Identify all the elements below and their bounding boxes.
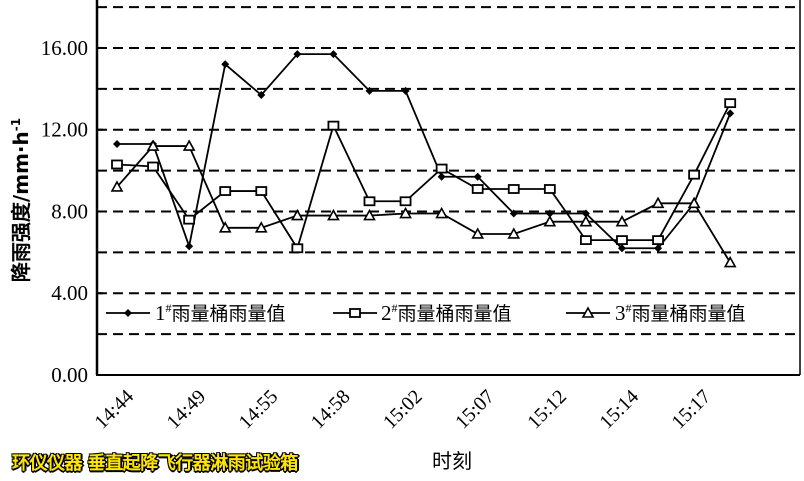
square-marker	[399, 196, 412, 207]
x-tick-label: 15:14	[595, 386, 643, 434]
watermark: 环仪仪器 垂直起降飞行器淋雨试验箱	[12, 453, 298, 474]
diamond-marker	[617, 244, 626, 253]
diamond-marker	[581, 209, 590, 218]
triangle-marker	[507, 227, 521, 239]
diamond-marker	[401, 86, 410, 95]
square-marker	[580, 235, 592, 245]
diamond-marker	[293, 50, 302, 59]
square-marker	[435, 163, 448, 174]
square-marker	[291, 243, 304, 254]
square-marker	[616, 235, 628, 245]
diamond-marker	[329, 50, 338, 59]
diamond-marker	[221, 60, 230, 69]
legend-bg	[102, 298, 324, 326]
x-tick-label: 14:58	[307, 386, 355, 434]
square-marker	[349, 308, 361, 318]
square-marker	[327, 120, 340, 131]
square-marker	[543, 184, 556, 194]
x-tick-label: 15:02	[379, 386, 427, 434]
triangle-marker	[687, 196, 701, 209]
triangle-marker	[110, 180, 124, 192]
triangle-marker	[615, 215, 629, 227]
triangle-marker	[327, 208, 340, 221]
triangle-marker	[581, 306, 595, 318]
triangle-marker	[543, 215, 557, 227]
square-marker	[111, 159, 123, 170]
square-marker	[507, 184, 520, 194]
legend-bg	[562, 298, 794, 326]
diamond-marker	[113, 140, 121, 149]
square-marker	[688, 169, 701, 180]
x-tick-label: 14:49	[163, 386, 211, 434]
triangle-marker	[579, 215, 593, 227]
y-tick-label: 12.00	[41, 118, 88, 142]
y-tick-label: 16.00	[41, 36, 88, 60]
x-tick-label: 15:12	[523, 386, 571, 434]
triangle-marker	[254, 221, 268, 233]
series-1	[113, 50, 735, 253]
square-marker	[255, 186, 268, 196]
triangle-marker	[218, 221, 232, 233]
y-tick-label: 4.00	[51, 281, 88, 305]
y-tick-label: 0.00	[51, 363, 88, 387]
diamond-marker	[654, 244, 663, 253]
diamond-marker	[437, 172, 446, 181]
legend-label: 2#雨量桶雨量值	[381, 301, 512, 325]
diamond-marker	[365, 86, 374, 95]
x-axis-title: 时刻	[432, 449, 472, 473]
square-marker	[652, 235, 664, 245]
square-marker	[471, 184, 484, 194]
diamond-marker	[124, 309, 132, 317]
legend-label: 1#雨量桶雨量值	[155, 301, 286, 325]
triangle-marker	[363, 208, 376, 221]
x-tick-label: 14:55	[235, 386, 283, 434]
series-2	[111, 98, 737, 254]
triangle-marker	[435, 206, 448, 219]
square-marker	[219, 186, 232, 196]
square-marker	[724, 98, 737, 109]
diamond-marker	[726, 109, 735, 118]
triangle-marker	[399, 206, 412, 219]
series-line	[116, 102, 731, 251]
triangle-marker	[471, 227, 485, 239]
diamond-marker	[257, 90, 266, 99]
square-marker	[183, 214, 196, 225]
y-tick-label: 8.00	[51, 199, 88, 223]
triangle-marker	[290, 208, 304, 221]
x-tick-label: 15:17	[667, 386, 715, 434]
diamond-marker	[509, 209, 518, 218]
series-line	[117, 53, 732, 250]
triangle-marker	[723, 255, 737, 268]
series-3	[110, 139, 737, 268]
triangle-marker	[651, 196, 665, 209]
diamond-marker	[545, 209, 554, 218]
triangle-marker	[146, 139, 160, 151]
diamond-marker	[185, 242, 194, 251]
series-line	[116, 145, 731, 264]
x-tick-label: 14:44	[90, 386, 138, 434]
square-marker	[147, 161, 159, 172]
x-tick-label: 15:07	[451, 386, 499, 434]
square-marker	[363, 196, 376, 207]
diamond-marker	[473, 172, 482, 181]
triangle-marker	[182, 139, 196, 151]
y-axis-title: 降雨强度/mm·h-1	[9, 118, 33, 282]
legend-label: 3#雨量桶雨量值	[615, 301, 746, 325]
legend-bg	[329, 298, 551, 326]
